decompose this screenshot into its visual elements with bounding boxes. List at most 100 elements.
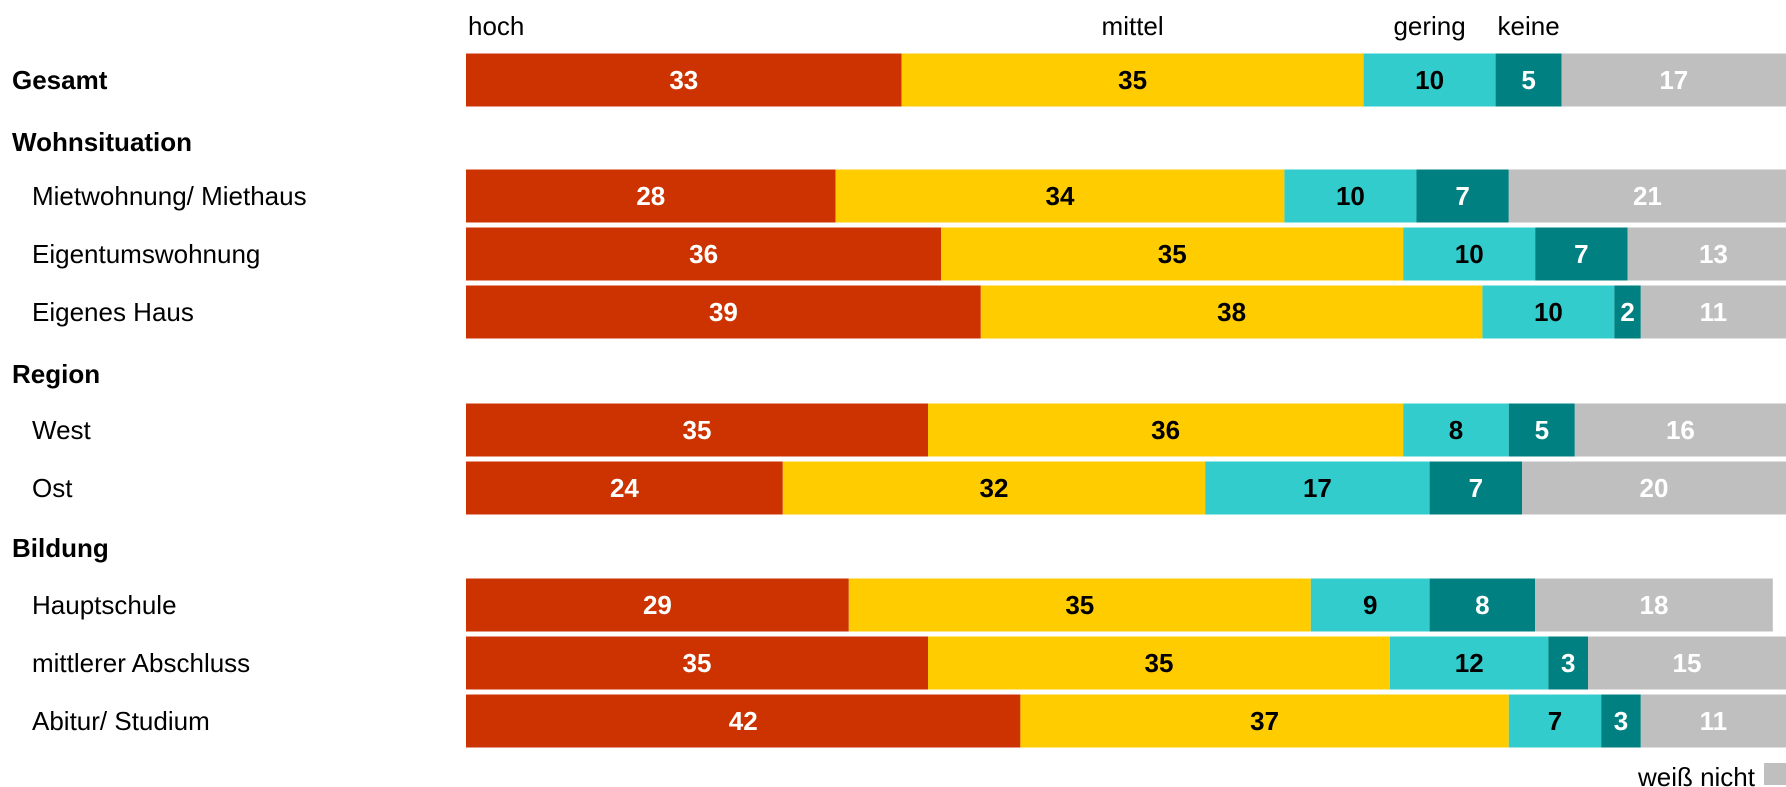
bar-segment-hoch <box>466 403 928 457</box>
data-label: 39 <box>709 297 738 327</box>
data-label: 3 <box>1561 648 1575 678</box>
bar-segment-weiß-nicht <box>1535 578 1773 632</box>
category-label-gesamt: Gesamt <box>12 65 108 95</box>
bar-segment-keine <box>1548 636 1588 690</box>
group-label-bildung: Bildung <box>12 533 109 563</box>
category-label-eigenes-haus: Eigenes Haus <box>32 297 194 327</box>
data-label: 24 <box>610 473 639 503</box>
bar-row-ost: 24 32 17 7 20 <box>466 461 1786 515</box>
data-label: 10 <box>1415 65 1444 95</box>
data-label: 20 <box>1640 473 1669 503</box>
bar-segment-weiß-nicht <box>1588 636 1786 690</box>
bar-segment-gering <box>1390 636 1549 690</box>
data-label: 35 <box>683 415 712 445</box>
bar-segment-gering <box>1310 578 1430 632</box>
data-label: 12 <box>1455 648 1484 678</box>
category-label-eigentumswohnung: Eigentumswohnung <box>32 239 260 269</box>
bar-segment-hoch <box>466 461 783 515</box>
bar-segment-hoch <box>466 636 928 690</box>
data-label: 8 <box>1449 415 1463 445</box>
bar-segment-gering <box>1482 285 1615 339</box>
category-label-hauptschule: Hauptschule <box>32 590 177 620</box>
data-label: 7 <box>1469 473 1483 503</box>
data-label: 11 <box>1700 297 1728 327</box>
bar-segment-weiß-nicht <box>1561 53 1786 107</box>
data-label: 34 <box>1046 181 1075 211</box>
bar-row-abitur-studium: 42 37 7 3 11 <box>466 694 1786 748</box>
data-label: 7 <box>1455 181 1469 211</box>
data-label: 10 <box>1534 297 1563 327</box>
data-label: 18 <box>1640 590 1669 620</box>
data-label: 35 <box>683 648 712 678</box>
bar-row-gesamt: 33 35 10 5 17 <box>466 53 1786 107</box>
bar-segment-gering <box>1508 694 1602 748</box>
category-label-abitur-studium: Abitur/ Studium <box>32 706 210 736</box>
data-label: 5 <box>1535 415 1549 445</box>
legend-top: hoch mittel gering keine <box>468 11 1560 41</box>
bar-row-mietwohnung-miethaus: 28 34 10 7 21 <box>466 169 1786 223</box>
data-label: 2 <box>1620 297 1634 327</box>
bar-segment-keine <box>1508 403 1575 457</box>
bar-segment-weiß-nicht <box>1522 461 1786 515</box>
bar-segment-weiß-nicht <box>1574 403 1786 457</box>
group-label-region: Region <box>12 359 100 389</box>
legend-swatch-weiß-nicht <box>1764 763 1786 785</box>
bar-row-west: 35 36 8 5 16 <box>466 403 1786 457</box>
data-label: 10 <box>1336 181 1365 211</box>
data-label: 8 <box>1475 590 1489 620</box>
data-label: 36 <box>689 239 718 269</box>
bar-segment-gering <box>1205 461 1430 515</box>
bar-segment-keine <box>1429 461 1522 515</box>
bar-segment-mittel <box>835 169 1285 223</box>
bar-segment-weiß-nicht <box>1508 169 1786 223</box>
bar-segment-mittel <box>848 578 1311 632</box>
legend-mittel: mittel <box>1102 11 1164 41</box>
data-label: 7 <box>1574 239 1588 269</box>
bar-segment-keine <box>1416 169 1509 223</box>
bar-segment-weiß-nicht <box>1640 285 1786 339</box>
data-label: 3 <box>1614 706 1628 736</box>
bar-segment-hoch <box>466 694 1021 748</box>
data-label: 21 <box>1633 181 1662 211</box>
bar-segment-gering <box>1403 227 1536 281</box>
data-label: 10 <box>1455 239 1484 269</box>
bar-segment-keine <box>1601 694 1641 748</box>
data-label: 16 <box>1666 415 1695 445</box>
data-label: 7 <box>1548 706 1562 736</box>
bar-segment-hoch <box>466 578 849 632</box>
data-label: 36 <box>1151 415 1180 445</box>
data-label: 38 <box>1217 297 1246 327</box>
bar-segment-mittel <box>782 461 1206 515</box>
legend-keine: keine <box>1498 11 1560 41</box>
data-label: 17 <box>1303 473 1332 503</box>
bar-row-eigenes-haus: 39 38 10 2 11 <box>466 285 1786 339</box>
bar-segment-mittel <box>928 636 1390 690</box>
data-label: 35 <box>1158 239 1187 269</box>
row-labels: Gesamt Wohnsituation Mietwohnung/ Miethaus… <box>12 65 307 736</box>
bar-segment-keine <box>1429 578 1536 632</box>
data-label: 32 <box>980 473 1009 503</box>
bar-segment-hoch <box>466 285 981 339</box>
bar-row-hauptschule: 29 35 9 8 18 <box>466 578 1773 632</box>
group-label-wohnsituation: Wohnsituation <box>12 127 192 157</box>
bar-segment-keine <box>1614 285 1641 339</box>
bar-segment-gering <box>1363 53 1496 107</box>
category-label-west: West <box>32 415 92 445</box>
bar-segment-hoch <box>466 169 836 223</box>
legend-gering: gering <box>1393 11 1465 41</box>
legend-bottom: weiß nicht <box>1637 762 1786 787</box>
data-label: 35 <box>1065 590 1094 620</box>
data-label: 13 <box>1699 239 1728 269</box>
data-label: 29 <box>643 590 672 620</box>
bar-segment-hoch <box>466 227 942 281</box>
bar-segment-mittel <box>941 227 1404 281</box>
category-label-ost: Ost <box>32 473 73 503</box>
legend-hoch: hoch <box>468 11 524 41</box>
data-label: 42 <box>729 706 758 736</box>
data-label: 17 <box>1659 65 1688 95</box>
category-label-mietwohnung-miethaus: Mietwohnung/ Miethaus <box>32 181 307 211</box>
bar-segment-gering <box>1403 403 1509 457</box>
data-label: 15 <box>1673 648 1702 678</box>
data-label: 35 <box>1118 65 1147 95</box>
bar-segment-mittel <box>928 403 1404 457</box>
